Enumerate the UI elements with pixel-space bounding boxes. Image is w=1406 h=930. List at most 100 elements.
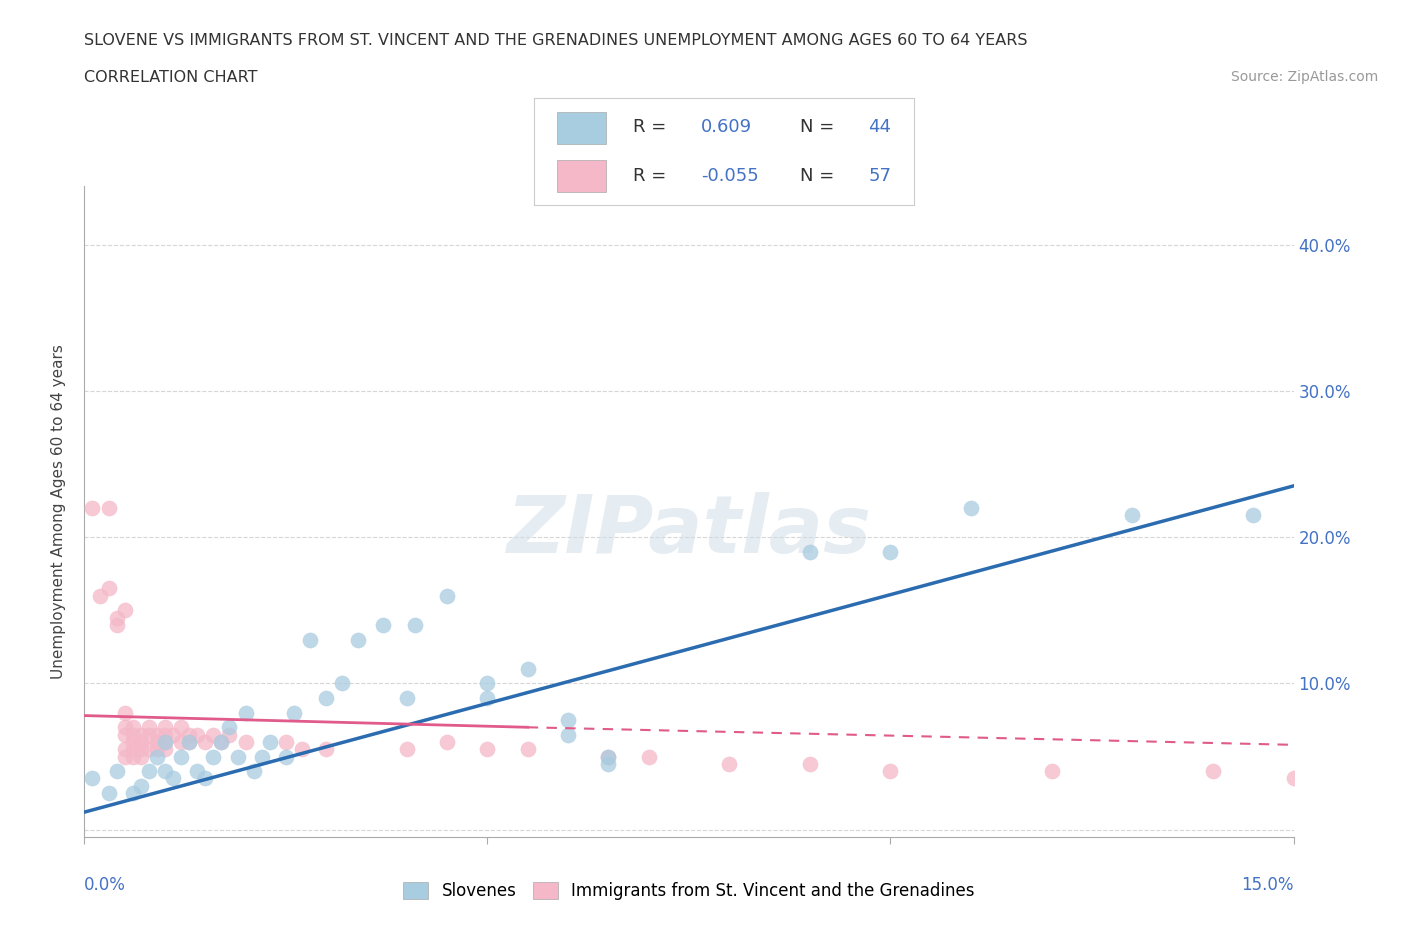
Point bbox=[114, 742, 136, 757]
Point bbox=[138, 720, 160, 735]
Point bbox=[477, 742, 499, 757]
Point bbox=[179, 735, 201, 750]
Text: N =: N = bbox=[800, 166, 834, 185]
Point bbox=[516, 742, 538, 757]
Point bbox=[477, 691, 499, 706]
Point bbox=[718, 756, 741, 771]
Point bbox=[194, 735, 217, 750]
Point bbox=[209, 735, 232, 750]
Point bbox=[436, 735, 458, 750]
Point bbox=[960, 500, 983, 515]
Point bbox=[121, 720, 143, 735]
Point bbox=[315, 691, 337, 706]
Point bbox=[404, 618, 426, 632]
Point bbox=[436, 588, 458, 603]
Point bbox=[598, 749, 620, 764]
Point bbox=[97, 500, 120, 515]
Point bbox=[138, 727, 160, 742]
Point bbox=[330, 676, 353, 691]
Point bbox=[105, 610, 128, 625]
Text: 0.0%: 0.0% bbox=[84, 876, 127, 895]
Point bbox=[557, 727, 579, 742]
Point bbox=[235, 735, 257, 750]
Point bbox=[170, 749, 193, 764]
Point bbox=[89, 588, 111, 603]
Point bbox=[121, 749, 143, 764]
Point bbox=[557, 712, 579, 727]
Point bbox=[129, 727, 152, 742]
Point bbox=[97, 786, 120, 801]
Point bbox=[202, 727, 225, 742]
Text: Source: ZipAtlas.com: Source: ZipAtlas.com bbox=[1230, 70, 1378, 84]
Point bbox=[129, 742, 152, 757]
Point bbox=[202, 749, 225, 764]
Y-axis label: Unemployment Among Ages 60 to 64 years: Unemployment Among Ages 60 to 64 years bbox=[51, 344, 66, 679]
Point bbox=[186, 727, 208, 742]
Point bbox=[170, 720, 193, 735]
Text: 44: 44 bbox=[869, 117, 891, 136]
Point bbox=[395, 742, 418, 757]
Point bbox=[129, 735, 152, 750]
Point bbox=[146, 727, 169, 742]
Point bbox=[146, 735, 169, 750]
Text: SLOVENE VS IMMIGRANTS FROM ST. VINCENT AND THE GRENADINES UNEMPLOYMENT AMONG AGE: SLOVENE VS IMMIGRANTS FROM ST. VINCENT A… bbox=[84, 33, 1028, 47]
Point bbox=[153, 735, 176, 750]
Point bbox=[153, 742, 176, 757]
Point bbox=[291, 742, 314, 757]
Point bbox=[153, 727, 176, 742]
Point bbox=[162, 727, 184, 742]
Point bbox=[170, 735, 193, 750]
Point bbox=[209, 735, 232, 750]
Point bbox=[138, 742, 160, 757]
Point bbox=[274, 735, 297, 750]
Point bbox=[1121, 508, 1143, 523]
Point bbox=[129, 749, 152, 764]
Text: R =: R = bbox=[633, 166, 666, 185]
Point bbox=[226, 749, 249, 764]
Point bbox=[146, 749, 169, 764]
Point bbox=[138, 764, 160, 778]
Point bbox=[153, 735, 176, 750]
Point bbox=[114, 705, 136, 720]
Text: R =: R = bbox=[633, 117, 666, 136]
Point bbox=[315, 742, 337, 757]
Point bbox=[1282, 771, 1305, 786]
Point bbox=[516, 661, 538, 676]
Point bbox=[97, 581, 120, 596]
Text: CORRELATION CHART: CORRELATION CHART bbox=[84, 70, 257, 85]
Point bbox=[82, 500, 104, 515]
Point bbox=[250, 749, 273, 764]
Point bbox=[347, 632, 370, 647]
Point bbox=[105, 764, 128, 778]
Point bbox=[1040, 764, 1063, 778]
Point bbox=[274, 749, 297, 764]
Point bbox=[395, 691, 418, 706]
Point bbox=[259, 735, 281, 750]
Legend: Slovenes, Immigrants from St. Vincent and the Grenadines: Slovenes, Immigrants from St. Vincent an… bbox=[396, 875, 981, 907]
Point bbox=[82, 771, 104, 786]
Point bbox=[153, 720, 176, 735]
Point bbox=[799, 756, 821, 771]
Point bbox=[1241, 508, 1264, 523]
Point bbox=[121, 727, 143, 742]
Point bbox=[186, 764, 208, 778]
Point bbox=[879, 544, 901, 559]
Point bbox=[179, 735, 201, 750]
Point bbox=[121, 786, 143, 801]
Point bbox=[114, 727, 136, 742]
Point bbox=[879, 764, 901, 778]
Point bbox=[598, 756, 620, 771]
Text: ZIPatlas: ZIPatlas bbox=[506, 492, 872, 570]
Point bbox=[146, 742, 169, 757]
Point bbox=[179, 727, 201, 742]
Point bbox=[218, 720, 240, 735]
Point bbox=[114, 720, 136, 735]
Point bbox=[242, 764, 264, 778]
Point bbox=[477, 676, 499, 691]
Point bbox=[799, 544, 821, 559]
Point bbox=[121, 735, 143, 750]
Point bbox=[121, 742, 143, 757]
Text: -0.055: -0.055 bbox=[702, 166, 759, 185]
Point bbox=[1202, 764, 1225, 778]
Point bbox=[194, 771, 217, 786]
